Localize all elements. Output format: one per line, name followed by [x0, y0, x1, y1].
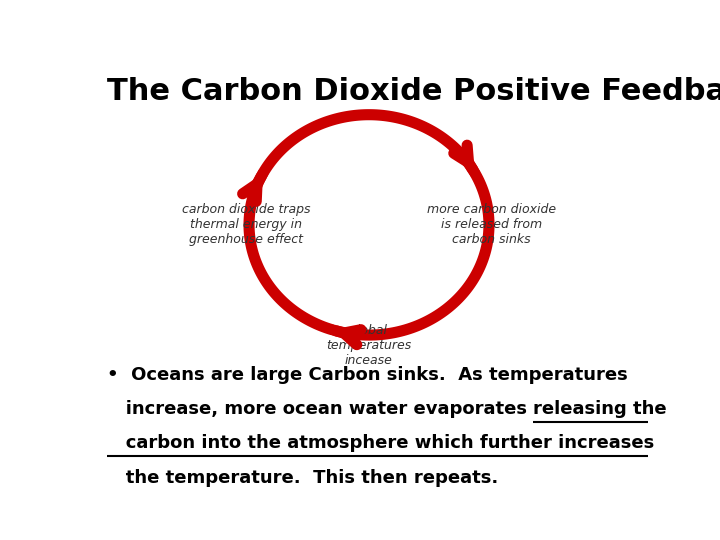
Text: carbon dioxide traps
thermal energy in
greenhouse effect: carbon dioxide traps thermal energy in g… — [182, 204, 310, 246]
Text: the temperature.  This then repeats.: the temperature. This then repeats. — [107, 469, 498, 487]
Text: more carbon dioxide
is released from
carbon sinks: more carbon dioxide is released from car… — [427, 204, 557, 246]
Text: increase, more ocean water evaporates: increase, more ocean water evaporates — [107, 400, 533, 418]
Text: releasing the: releasing the — [533, 400, 667, 418]
Text: increase, more ocean water evaporates: increase, more ocean water evaporates — [107, 400, 533, 418]
Text: carbon into the atmosphere which further increases: carbon into the atmosphere which further… — [107, 435, 654, 453]
Text: The Carbon Dioxide Positive Feedback Loop: The Carbon Dioxide Positive Feedback Loo… — [107, 77, 720, 106]
Text: •  Oceans are large Carbon sinks.  As temperatures: • Oceans are large Carbon sinks. As temp… — [107, 366, 628, 384]
Text: the temperature.  This then repeats.: the temperature. This then repeats. — [107, 469, 498, 487]
Text: carbon into the atmosphere which further increases: carbon into the atmosphere which further… — [107, 435, 654, 453]
Text: increase, more ocean water evaporates releasing the: increase, more ocean water evaporates re… — [107, 400, 667, 418]
Text: increase, more ocean water evaporates: increase, more ocean water evaporates — [107, 400, 533, 418]
Text: global
temperatures
incease: global temperatures incease — [326, 324, 412, 367]
